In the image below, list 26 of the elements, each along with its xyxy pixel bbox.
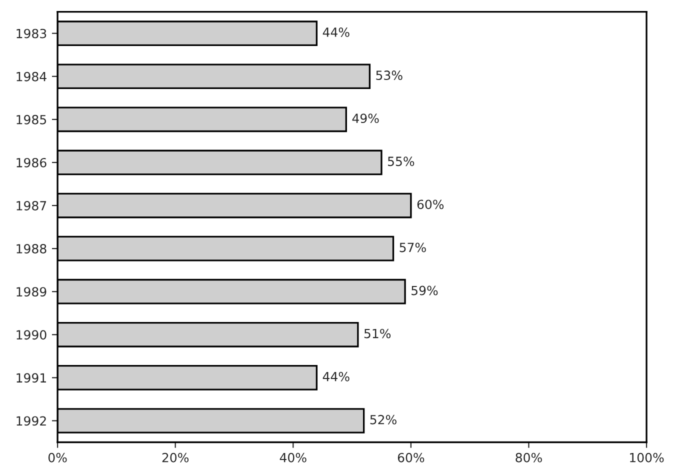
- y-tick-label: 1992: [16, 416, 46, 426]
- y-tick-label: 1988: [16, 244, 46, 254]
- data-label: 53%: [376, 70, 402, 80]
- x-tick-label: 20%: [162, 452, 189, 462]
- y-tick-label: 1986: [16, 158, 46, 168]
- data-label: 57%: [400, 242, 426, 252]
- x-tick-label: 60%: [398, 452, 424, 462]
- y-tick-label: 1984: [16, 72, 46, 82]
- x-tick-label: 40%: [280, 452, 306, 462]
- data-label: 55%: [388, 156, 414, 166]
- y-tick-label: 1991: [16, 373, 46, 383]
- data-label: 59%: [412, 286, 438, 296]
- y-tick-label: 1987: [16, 200, 46, 210]
- data-label: 49%: [352, 114, 379, 124]
- x-tick-label: 80%: [516, 452, 542, 462]
- x-tick-label: 100%: [630, 452, 664, 462]
- y-tick-label: 1990: [16, 330, 46, 340]
- x-tick-label: 0%: [48, 452, 67, 462]
- y-tick-label: 1985: [16, 114, 46, 124]
- data-label: 44%: [322, 28, 350, 37]
- y-tick-label: 1983: [16, 28, 46, 38]
- data-label: 51%: [364, 328, 391, 338]
- data-label: 44%: [322, 372, 350, 382]
- data-label: 52%: [370, 414, 396, 424]
- data-label: 60%: [417, 200, 444, 210]
- y-tick-label: 1989: [16, 287, 46, 297]
